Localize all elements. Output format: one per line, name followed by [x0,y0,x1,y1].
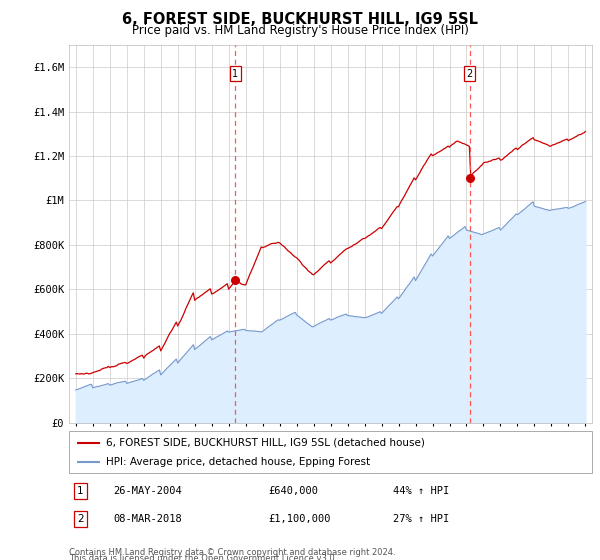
Point [230,276,240,285]
Text: 2: 2 [77,515,84,524]
Text: 44% ↑ HPI: 44% ↑ HPI [394,487,449,496]
Text: 6, FOREST SIDE, BUCKHURST HILL, IG9 5SL: 6, FOREST SIDE, BUCKHURST HILL, IG9 5SL [122,12,478,27]
Text: 1: 1 [77,487,84,496]
Text: 27% ↑ HPI: 27% ↑ HPI [394,515,449,524]
FancyBboxPatch shape [69,431,592,473]
Text: 26-MAY-2004: 26-MAY-2004 [113,487,182,496]
Text: 08-MAR-2018: 08-MAR-2018 [113,515,182,524]
Text: Contains HM Land Registry data © Crown copyright and database right 2024.: Contains HM Land Registry data © Crown c… [69,548,395,557]
Text: This data is licensed under the Open Government Licence v3.0.: This data is licensed under the Open Gov… [69,554,337,560]
Text: Price paid vs. HM Land Registry's House Price Index (HPI): Price paid vs. HM Land Registry's House … [131,24,469,37]
Text: 6, FOREST SIDE, BUCKHURST HILL, IG9 5SL (detached house): 6, FOREST SIDE, BUCKHURST HILL, IG9 5SL … [106,437,424,447]
Text: HPI: Average price, detached house, Epping Forest: HPI: Average price, detached house, Eppi… [106,457,370,467]
Text: £1,100,000: £1,100,000 [268,515,331,524]
Text: 1: 1 [232,69,238,79]
Point [465,174,475,183]
Text: £640,000: £640,000 [268,487,318,496]
Text: 2: 2 [466,69,473,79]
